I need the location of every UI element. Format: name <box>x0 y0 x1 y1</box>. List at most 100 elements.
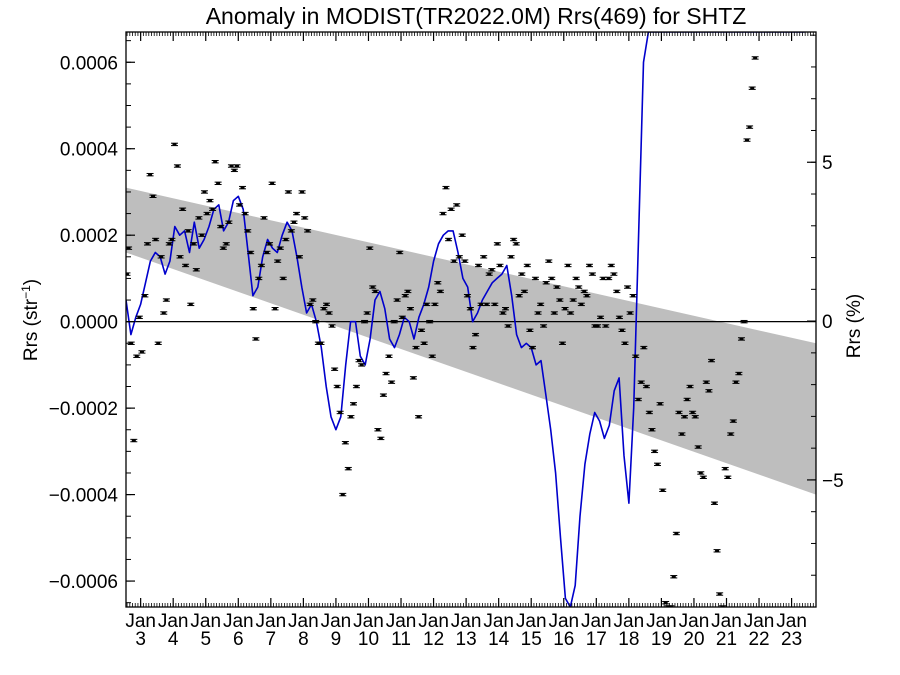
x-tick-label-month: Jan <box>646 611 677 632</box>
data-point <box>214 181 222 186</box>
data-point <box>274 259 282 263</box>
data-point-marker <box>614 290 619 293</box>
data-point-marker <box>639 381 644 384</box>
data-point <box>699 475 707 480</box>
data-point <box>561 306 569 311</box>
data-point-marker <box>302 216 307 219</box>
data-point <box>130 438 138 443</box>
data-point-marker <box>240 186 245 189</box>
data-point <box>352 384 360 389</box>
y-tick-label-left: −0.0006 <box>49 572 118 593</box>
data-point-marker <box>221 247 226 250</box>
data-point-marker <box>778 0 782 2</box>
data-point <box>426 319 434 324</box>
data-point <box>743 138 751 142</box>
y-axis-label-right: Rrs (%) <box>844 294 865 358</box>
data-point <box>540 324 548 328</box>
data-point-marker <box>169 238 174 241</box>
data-point-marker <box>541 324 546 327</box>
data-point <box>811 0 818 2</box>
data-point-marker <box>476 264 481 267</box>
data-point-marker <box>487 273 492 276</box>
data-point <box>499 311 507 315</box>
data-point-marker <box>213 160 218 163</box>
data-point-marker <box>544 281 549 284</box>
data-point <box>710 501 718 505</box>
data-point <box>355 358 363 363</box>
data-point-marker <box>237 203 242 206</box>
x-tick-label-month: Jan <box>158 611 189 632</box>
data-point-marker <box>324 303 329 306</box>
data-point-marker <box>234 165 239 168</box>
data-point-marker <box>527 329 532 332</box>
data-point-marker <box>701 476 706 479</box>
data-point <box>556 298 564 302</box>
data-point-marker <box>706 389 711 392</box>
data-point <box>553 285 561 289</box>
data-point <box>455 255 463 259</box>
data-point <box>637 380 645 384</box>
data-point-marker <box>340 493 345 496</box>
data-point-marker <box>660 489 665 492</box>
plot-area <box>126 0 818 607</box>
data-point-marker <box>709 359 714 362</box>
data-point-marker <box>343 441 348 444</box>
trend-band <box>126 187 816 495</box>
data-point-marker <box>511 238 516 241</box>
data-point-marker <box>313 320 318 323</box>
data-point <box>610 272 618 276</box>
data-point <box>385 354 393 358</box>
data-point <box>406 306 414 311</box>
data-point-marker <box>164 299 169 302</box>
data-point <box>729 419 737 423</box>
data-point-marker <box>449 208 454 211</box>
x-tick-label-month: Jan <box>190 611 221 632</box>
data-point <box>724 475 732 480</box>
data-point-marker <box>435 281 440 284</box>
data-point-marker <box>243 212 248 215</box>
x-tick-label-year: 14 <box>488 629 510 650</box>
data-point <box>236 203 244 207</box>
data-point <box>369 285 377 289</box>
data-point-marker <box>497 264 502 267</box>
y-tick-label-left: 0.0006 <box>60 53 118 74</box>
data-point-marker <box>731 420 736 423</box>
data-point <box>312 319 320 324</box>
data-point <box>572 276 580 281</box>
data-point <box>379 393 387 397</box>
data-point <box>333 384 341 389</box>
data-point-marker <box>210 208 215 211</box>
data-point <box>331 367 339 371</box>
data-point-marker <box>216 182 221 185</box>
data-point <box>211 159 219 164</box>
data-point-marker <box>330 324 335 327</box>
data-point <box>396 250 404 255</box>
data-point <box>757 0 764 2</box>
data-point-marker <box>576 286 581 289</box>
data-point-marker <box>641 346 646 349</box>
data-point-marker <box>191 242 196 245</box>
data-point <box>751 56 759 60</box>
data-point-marker <box>465 294 470 297</box>
data-point <box>732 380 740 384</box>
data-point-marker <box>470 346 475 349</box>
data-point-marker <box>671 575 676 578</box>
data-point-marker <box>129 342 134 345</box>
data-point <box>276 246 284 250</box>
data-point-marker <box>622 342 627 345</box>
data-point <box>287 229 295 233</box>
data-point-marker <box>663 601 668 604</box>
data-point <box>597 315 605 320</box>
data-point <box>507 255 515 259</box>
data-point <box>141 294 149 298</box>
data-point-marker <box>492 303 497 306</box>
data-point-marker <box>256 277 261 280</box>
data-point-marker <box>405 290 410 293</box>
data-point <box>393 298 401 302</box>
data-point-marker <box>538 303 543 306</box>
data-point-marker <box>424 303 429 306</box>
data-point <box>182 263 190 268</box>
data-point <box>336 410 344 415</box>
data-point-marker <box>354 385 359 388</box>
data-point-marker <box>335 385 340 388</box>
